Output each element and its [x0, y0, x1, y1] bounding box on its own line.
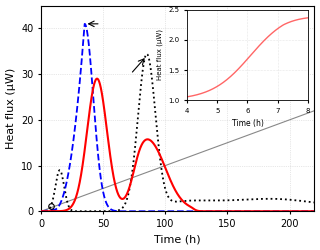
X-axis label: Time (h): Time (h) — [155, 234, 201, 244]
Y-axis label: Heat flux (μW): Heat flux (μW) — [5, 68, 16, 149]
